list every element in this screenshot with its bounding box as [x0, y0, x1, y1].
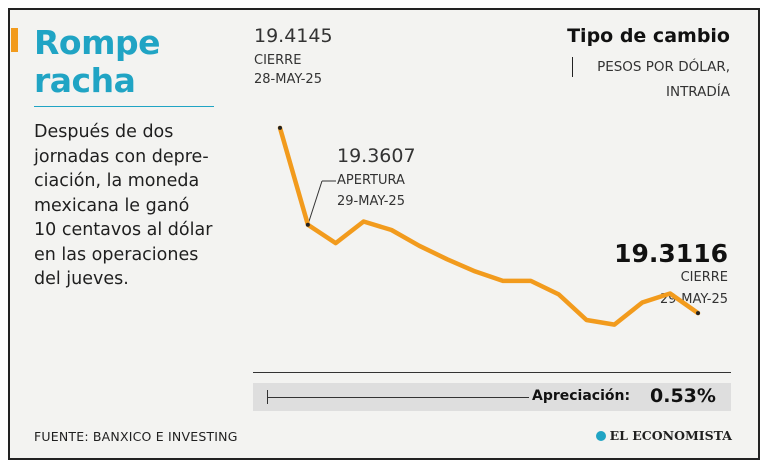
- publisher-logo: EL ECONOMISTA: [595, 428, 732, 443]
- start-date-label: 28-MAY-25: [254, 72, 322, 87]
- start-value-label: 19.4145: [254, 25, 333, 47]
- chart-title: Tipo de cambio: [567, 25, 730, 47]
- appreciation-track: [267, 397, 529, 398]
- appreciation-tick: [267, 390, 268, 404]
- chart-subtitle: PESOS POR DÓLAR, INTRADÍA: [597, 59, 730, 100]
- subtitle-bar: [572, 57, 573, 77]
- data-point: [696, 311, 700, 316]
- headline-divider: [34, 106, 214, 107]
- data-point: [278, 125, 282, 130]
- accent-bar: [11, 28, 18, 52]
- open-value-label: 19.3607: [337, 145, 416, 167]
- appreciation-label: Apreciación:: [532, 388, 631, 404]
- x-axis-line: [253, 372, 731, 373]
- close-value-label: 19.3116: [614, 239, 728, 268]
- close-type-label: CIERRE: [680, 270, 728, 285]
- data-points: [278, 125, 700, 325]
- body-text: Después de dos jornadas con depre- ciaci…: [34, 122, 213, 289]
- open-leader-line: [307, 180, 323, 225]
- logo-mark-icon: [595, 430, 606, 441]
- annotation-leaders: [307, 180, 699, 314]
- open-type-label: APERTURA: [337, 173, 405, 188]
- series-line-exchange-rate: [277, 125, 701, 327]
- appreciation-value: 0.53%: [650, 385, 716, 407]
- open-date-label: 29-MAY-25: [337, 194, 405, 209]
- logo-text: EL ECONOMISTA: [609, 428, 732, 443]
- start-type-label: CIERRE: [254, 53, 302, 68]
- data-point: [305, 222, 310, 227]
- headline: Rompe racha: [34, 23, 160, 100]
- source-note: FUENTE: BANXICO E INVESTING: [34, 429, 238, 444]
